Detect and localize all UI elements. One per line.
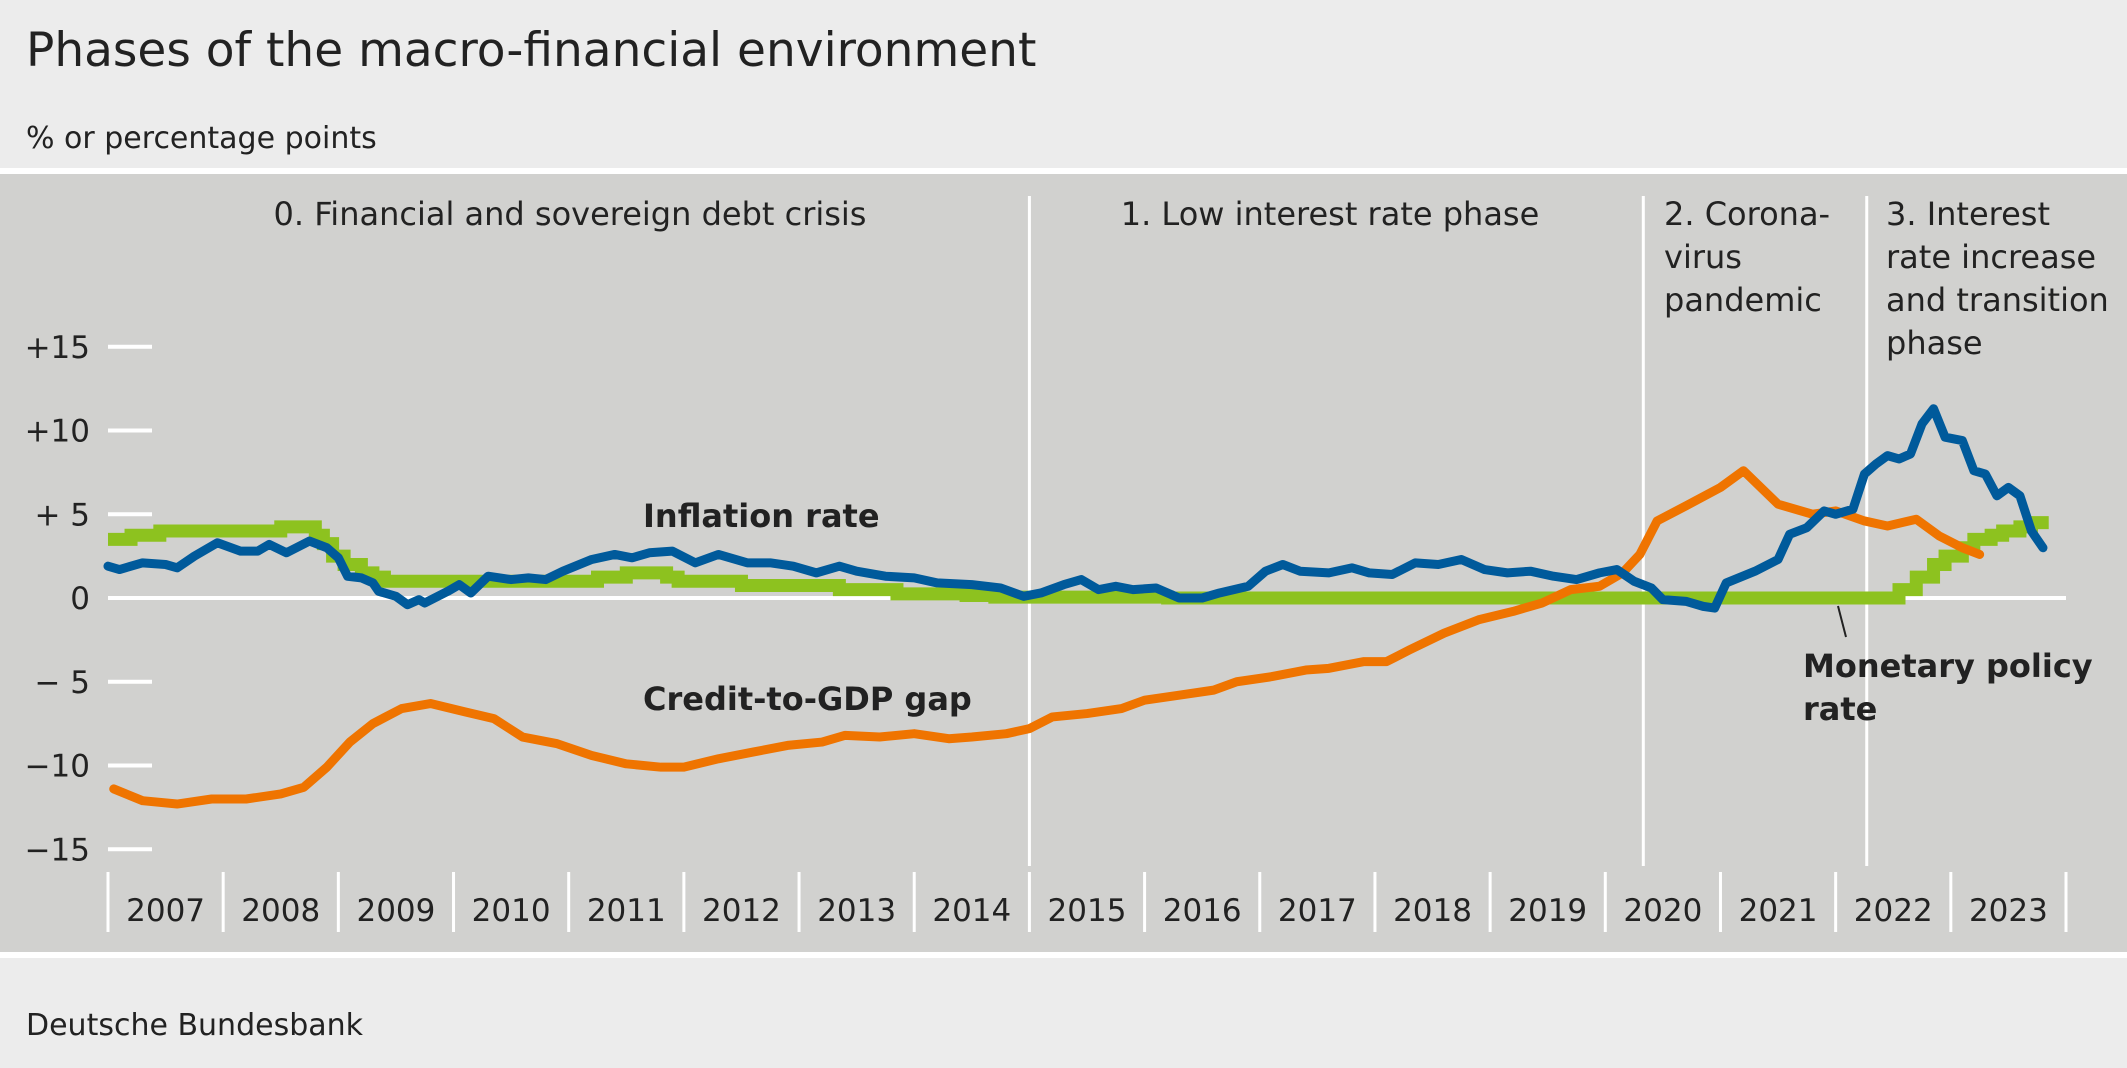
phase-label: 0. Financial and sovereign debt crisis bbox=[274, 195, 867, 233]
phase-label: phase bbox=[1886, 324, 1983, 362]
header-divider bbox=[0, 168, 2127, 174]
x-tick-label: 2021 bbox=[1739, 893, 1818, 929]
series-label: rate bbox=[1803, 690, 1877, 728]
x-tick-label: 2007 bbox=[126, 893, 205, 929]
phase-label: 1. Low interest rate phase bbox=[1121, 195, 1540, 233]
y-tick-label: −10 bbox=[25, 749, 90, 785]
credit-to-gdp-gap-line bbox=[109, 466, 1985, 809]
x-tick-label: 2018 bbox=[1393, 893, 1472, 929]
y-tick-label: + 5 bbox=[34, 497, 90, 533]
y-tick-label: +10 bbox=[25, 414, 90, 450]
x-tick-label: 2022 bbox=[1854, 893, 1933, 929]
series-labels: Monetary policy rate Credit-to-GDP gap Infl… bbox=[643, 497, 2093, 728]
footer-background bbox=[0, 958, 2127, 1064]
phase-annotations: 0. Financial and sovereign debt crisis 1.… bbox=[274, 195, 2109, 866]
inflation-rate-line bbox=[103, 404, 2048, 613]
chart-subtitle: % or percentage points bbox=[26, 121, 377, 156]
source-label: Deutsche Bundesbank bbox=[26, 1008, 364, 1043]
x-tick-label: 2023 bbox=[1969, 893, 2048, 929]
header-background bbox=[0, 0, 2127, 168]
y-tick-label: −15 bbox=[25, 832, 90, 868]
series bbox=[103, 404, 2049, 809]
phase-label: virus bbox=[1664, 238, 1742, 276]
x-tick-label: 2010 bbox=[472, 893, 551, 929]
footer-divider bbox=[0, 952, 2127, 958]
phase-label: 2. Corona- bbox=[1664, 195, 1830, 233]
phase-label: rate increase bbox=[1886, 238, 2096, 276]
y-tick-label: 0 bbox=[70, 581, 90, 617]
chart-title: Phases of the macro-financial environmen… bbox=[26, 23, 1036, 78]
phase-label: and transition bbox=[1886, 281, 2109, 319]
series-label: Credit-to-GDP gap bbox=[643, 680, 972, 718]
x-tick-label: 2013 bbox=[817, 893, 896, 929]
x-tick-label: 2017 bbox=[1278, 893, 1357, 929]
y-tick-label: +15 bbox=[25, 330, 90, 366]
x-tick-label: 2015 bbox=[1048, 893, 1127, 929]
x-tick-label: 2019 bbox=[1508, 893, 1587, 929]
phase-label: 3. Interest bbox=[1886, 195, 2050, 233]
series-label: Inflation rate bbox=[643, 497, 880, 535]
x-tick-label: 2009 bbox=[356, 893, 435, 929]
x-tick-label: 2008 bbox=[241, 893, 320, 929]
x-tick-label: 2016 bbox=[1163, 893, 1242, 929]
x-tick-label: 2012 bbox=[702, 893, 781, 929]
x-tick-label: 2014 bbox=[932, 893, 1011, 929]
x-tick-label: 2011 bbox=[587, 893, 666, 929]
x-tick-label: 2020 bbox=[1623, 893, 1702, 929]
phase-label: pandemic bbox=[1664, 281, 1822, 319]
y-tick-label: − 5 bbox=[34, 665, 90, 701]
label-leader-line bbox=[1837, 605, 1847, 638]
series-label: Monetary policy bbox=[1803, 647, 2093, 685]
